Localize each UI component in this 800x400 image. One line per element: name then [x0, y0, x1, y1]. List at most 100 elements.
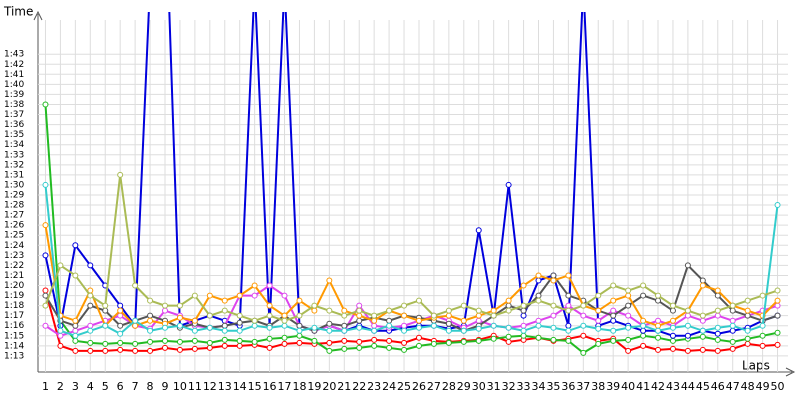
point	[640, 292, 647, 299]
point	[72, 317, 79, 324]
point	[744, 340, 751, 347]
x-tick-label: 17	[278, 380, 292, 393]
point	[87, 322, 94, 329]
point	[655, 322, 662, 329]
point	[161, 302, 168, 309]
x-tick-label: 23	[367, 380, 381, 393]
point	[266, 302, 273, 309]
point	[744, 335, 751, 342]
x-tick-label: 13	[218, 380, 232, 393]
point	[251, 317, 258, 324]
point	[102, 340, 109, 347]
point	[595, 317, 602, 324]
point	[655, 334, 662, 341]
point	[281, 334, 288, 341]
point	[386, 307, 393, 314]
point	[625, 287, 632, 294]
point	[236, 342, 243, 349]
point	[326, 327, 333, 334]
point	[460, 302, 467, 309]
point	[625, 324, 632, 331]
point	[759, 322, 766, 329]
point	[236, 327, 243, 334]
x-tick-label: 8	[147, 380, 154, 393]
x-tick-label: 28	[442, 380, 456, 393]
point	[311, 307, 318, 314]
point	[117, 330, 124, 337]
point	[520, 322, 527, 329]
point	[371, 322, 378, 329]
x-tick-label: 41	[636, 380, 650, 393]
point	[475, 337, 482, 344]
point	[669, 345, 676, 352]
point	[206, 339, 213, 346]
x-axis-arrow	[785, 367, 796, 377]
point	[640, 282, 647, 289]
point	[640, 317, 647, 324]
point	[57, 332, 64, 339]
point	[565, 327, 572, 334]
point	[535, 277, 542, 284]
point	[445, 307, 452, 314]
point	[341, 312, 348, 319]
point	[221, 336, 228, 343]
point	[610, 312, 617, 319]
point	[505, 181, 512, 188]
point	[655, 327, 662, 334]
point	[191, 345, 198, 352]
point	[386, 322, 393, 329]
point	[729, 317, 736, 324]
x-tick-label: 22	[352, 380, 366, 393]
point	[266, 282, 273, 289]
point	[565, 272, 572, 279]
x-tick-label: 16	[263, 380, 277, 393]
y-tick-label: 1:31	[4, 170, 24, 180]
point	[475, 325, 482, 332]
point	[221, 307, 228, 314]
y-tick-label: 1:22	[4, 261, 24, 271]
point	[326, 320, 333, 327]
point	[161, 307, 168, 314]
point	[774, 202, 781, 209]
point	[401, 312, 408, 319]
y-tick-label: 1:17	[4, 311, 24, 321]
point	[460, 338, 467, 345]
point	[191, 337, 198, 344]
x-tick-label: 1	[42, 380, 49, 393]
point	[535, 334, 542, 341]
point	[72, 337, 79, 344]
point	[72, 327, 79, 334]
point	[356, 338, 363, 345]
point	[176, 346, 183, 353]
point	[266, 312, 273, 319]
point	[699, 346, 706, 353]
point	[117, 171, 124, 178]
x-tick-label: 48	[741, 380, 755, 393]
point	[356, 317, 363, 324]
point	[326, 339, 333, 346]
x-tick-label: 45	[696, 380, 710, 393]
point	[669, 307, 676, 314]
point	[117, 322, 124, 329]
point	[669, 317, 676, 324]
point	[625, 292, 632, 299]
point	[550, 272, 557, 279]
point	[625, 336, 632, 343]
point	[311, 337, 318, 344]
point	[296, 322, 303, 329]
point	[610, 297, 617, 304]
point	[266, 324, 273, 331]
x-tick-label: 2	[57, 380, 64, 393]
point	[625, 302, 632, 309]
point	[655, 292, 662, 299]
point	[445, 320, 452, 327]
point	[147, 312, 154, 319]
point	[640, 322, 647, 329]
point	[356, 302, 363, 309]
point	[714, 324, 721, 331]
point	[371, 327, 378, 334]
point	[580, 349, 587, 356]
point	[430, 322, 437, 329]
point	[714, 292, 721, 299]
series-line	[44, 174, 778, 322]
